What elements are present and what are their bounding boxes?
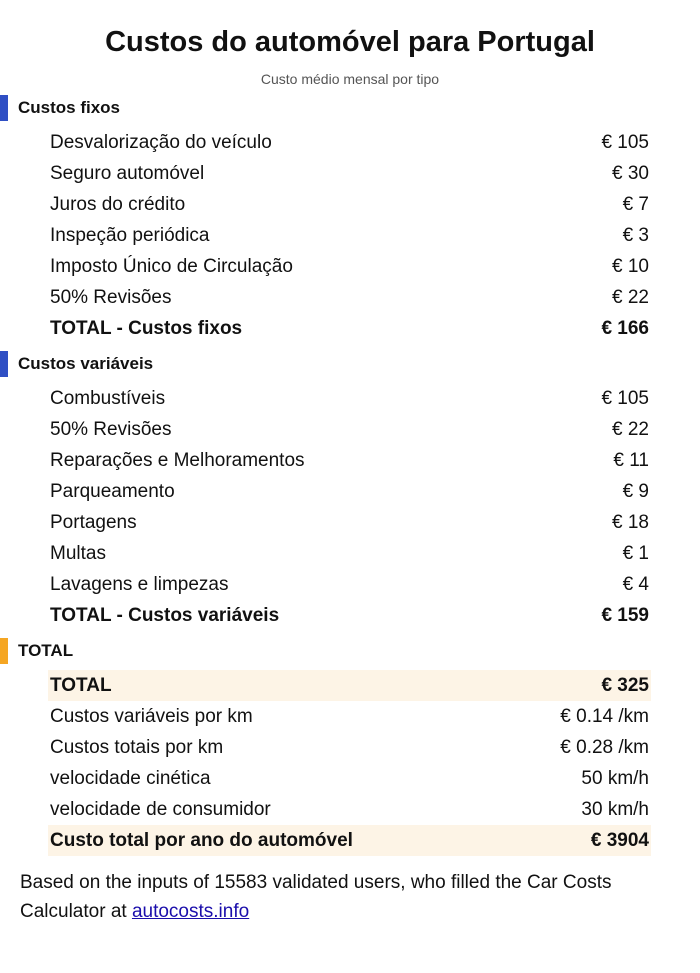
row: Lavagens e limpezas € 4 <box>48 569 651 600</box>
row: Custo total por ano do automóvel € 3904 <box>48 825 651 856</box>
section-rows: TOTAL € 325 Custos variáveis por km € 0.14 … <box>0 670 700 856</box>
heading-text: TOTAL <box>18 641 74 660</box>
row: Custos variáveis por km € 0.14 /km <box>48 701 651 732</box>
row: Custos totais por km € 0.28 /km <box>48 732 651 763</box>
footer: Based on the inputs of 15583 validated u… <box>20 868 680 926</box>
row-label: TOTAL <box>50 675 112 696</box>
row: Imposto Único de Circulação € 10 <box>48 251 651 282</box>
row: Inspeção periódica € 3 <box>48 220 651 251</box>
row-label: Seguro automóvel <box>50 163 205 184</box>
row-label: Imposto Único de Circulação <box>50 256 293 277</box>
footer-link[interactable]: autocosts.info <box>131 901 250 922</box>
row-value: € 9 <box>622 481 649 502</box>
row-value: € 4 <box>622 574 649 595</box>
row: Parqueamento € 9 <box>48 476 651 507</box>
row-label: 50% Revisões <box>50 287 172 308</box>
row-label: velocidade cinética <box>50 768 211 789</box>
row-value: € 0.28 /km <box>560 737 649 758</box>
row-label: Portagens <box>50 512 137 533</box>
row-value: 50 km/h <box>581 768 649 789</box>
subtitle: Custo médio mensal por tipo <box>260 71 440 87</box>
heading-text: Custos variáveis <box>18 354 154 373</box>
row-label: Multas <box>50 543 106 564</box>
row-label: Combustíveis <box>50 388 166 409</box>
row-value: € 159 <box>601 605 649 626</box>
row: Combustíveis € 105 <box>48 383 651 414</box>
row-value: € 30 <box>612 163 649 184</box>
row: Multas € 1 <box>48 538 651 569</box>
row-value: € 1 <box>622 543 649 564</box>
row-value: 30 km/h <box>581 799 649 820</box>
row-value: € 325 <box>601 675 649 696</box>
row: velocidade cinética 50 km/h <box>48 763 651 794</box>
row-label: Custos variáveis por km <box>50 706 253 727</box>
section-heading: Custos variáveis <box>0 351 700 377</box>
row-label: Reparações e Melhoramentos <box>50 450 305 471</box>
row: Seguro automóvel € 30 <box>48 158 651 189</box>
row: 50% Revisões € 22 <box>48 414 651 445</box>
row-label: velocidade de consumidor <box>50 799 271 820</box>
row-label: TOTAL - Custos variáveis <box>50 605 280 626</box>
row: TOTAL € 325 <box>48 670 651 701</box>
row: 50% Revisões € 22 <box>48 282 651 313</box>
row: velocidade de consumidor 30 km/h <box>48 794 651 825</box>
section-rows: Combustíveis € 105 50% Revisões € 22 Reparaç… <box>0 383 700 631</box>
section-heading: Custos fixos <box>0 95 700 121</box>
row-label: Inspeção periódica <box>50 225 210 246</box>
row-value: € 7 <box>622 194 649 215</box>
row-value: € 22 <box>612 287 649 308</box>
heading-text: Custos fixos <box>18 98 121 117</box>
section-rows: Desvalorização do veículo € 105 Seguro aut… <box>0 127 700 344</box>
row: Portagens € 18 <box>48 507 651 538</box>
row: Reparações e Melhoramentos € 11 <box>48 445 651 476</box>
row: Desvalorização do veículo € 105 <box>48 127 651 158</box>
row-label: Lavagens e limpezas <box>50 574 229 595</box>
row: TOTAL - Custos fixos € 166 <box>48 313 651 344</box>
row-value: € 105 <box>601 388 649 409</box>
row-value: € 0.14 /km <box>560 706 649 727</box>
row-value: € 3904 <box>590 830 649 851</box>
row-value: € 3 <box>622 225 649 246</box>
row-value: € 10 <box>612 256 649 277</box>
row-value: € 22 <box>612 419 649 440</box>
row-value: € 11 <box>613 450 649 471</box>
row-label: Desvalorização do veículo <box>50 132 272 153</box>
heading-bar <box>0 638 8 664</box>
row-label: 50% Revisões <box>50 419 172 440</box>
row-label: Parqueamento <box>50 481 175 502</box>
row-label: Custos totais por km <box>50 737 224 758</box>
heading-bar <box>0 351 8 377</box>
row-label: TOTAL - Custos fixos <box>50 318 243 339</box>
row-label: Custo total por ano do automóvel <box>50 830 353 851</box>
section-heading: TOTAL <box>0 638 700 664</box>
footer-text: Based on the inputs of 15583 validated u… <box>20 872 612 922</box>
row-value: € 166 <box>601 318 649 339</box>
row-label: Juros do crédito <box>50 194 186 215</box>
title: Custos do automóvel para Portugal <box>105 26 595 58</box>
heading-bar <box>0 95 8 121</box>
sections: Custos fixos Desvalorização do veículo € 1… <box>0 95 700 856</box>
row-value: € 105 <box>601 132 649 153</box>
row-value: € 18 <box>612 512 649 533</box>
row: Juros do crédito € 7 <box>48 189 651 220</box>
row: TOTAL - Custos variáveis € 159 <box>48 600 651 631</box>
